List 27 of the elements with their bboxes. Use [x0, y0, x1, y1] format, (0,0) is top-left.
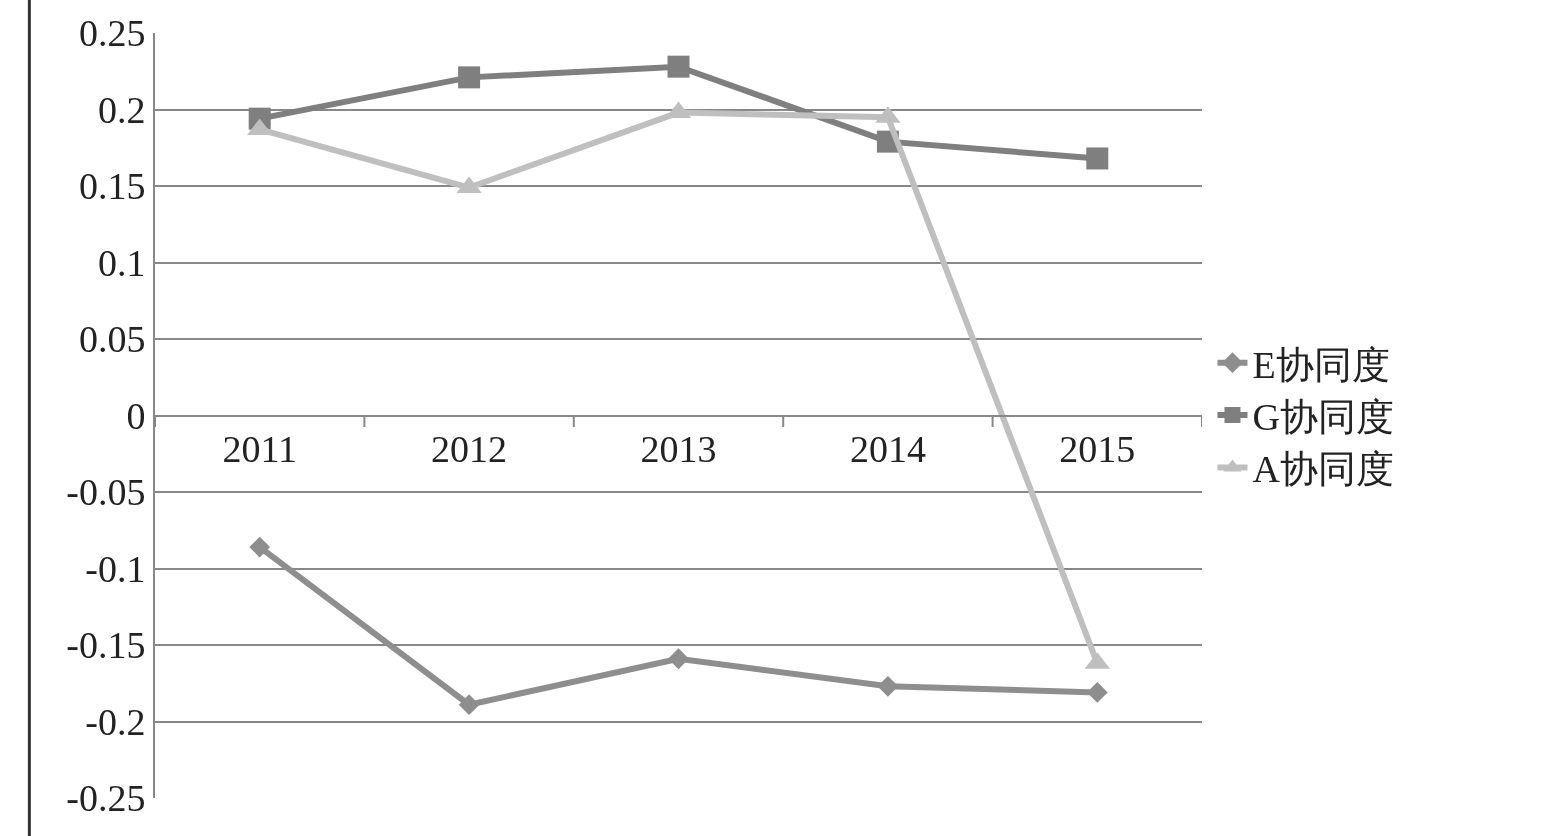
point — [1086, 682, 1108, 703]
y-tick-label: 0.25 — [78, 12, 146, 55]
point — [667, 55, 690, 78]
y-tick-label: 0.15 — [78, 165, 146, 208]
x-tick-label: 2014 — [849, 428, 926, 471]
y-tick-label: -0.2 — [85, 700, 146, 743]
y-tick-label: -0.15 — [66, 624, 146, 667]
legend-label: G协同度 — [1252, 395, 1394, 438]
legend-label: E协同度 — [1252, 343, 1390, 386]
point — [668, 648, 689, 670]
y-tick-label: 0.05 — [78, 318, 146, 361]
point — [458, 66, 481, 89]
x-tick-label: 2013 — [640, 428, 717, 471]
y-tick-label: 0.1 — [97, 241, 146, 284]
x-tick-label: 2012 — [431, 428, 508, 471]
point — [458, 694, 480, 716]
x-tick-label: 2015 — [1059, 428, 1136, 471]
point — [1086, 147, 1109, 170]
x-tick-label: 2011 — [222, 428, 297, 471]
point — [249, 536, 271, 558]
y-tick-label: -0.1 — [85, 547, 146, 590]
y-tick-label: -0.05 — [66, 471, 146, 514]
legend-label: A协同度 — [1252, 448, 1394, 491]
y-tick-label: 0.2 — [97, 88, 146, 131]
point — [877, 675, 899, 697]
y-tick-label: 0 — [126, 394, 146, 437]
y-tick-label: -0.25 — [66, 777, 146, 820]
